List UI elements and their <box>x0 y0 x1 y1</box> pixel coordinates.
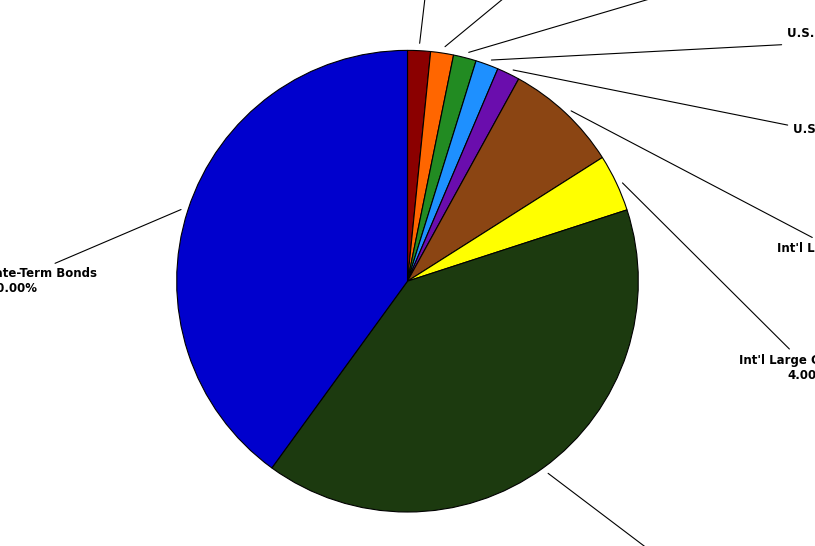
Wedge shape <box>408 50 430 281</box>
Text: Intermediate-Term Bonds
40.00%: Intermediate-Term Bonds 40.00% <box>0 210 181 295</box>
Wedge shape <box>408 51 454 281</box>
Text: U.S. Large Cap Value
1.60%: U.S. Large Cap Value 1.60% <box>445 0 724 46</box>
Wedge shape <box>408 55 476 281</box>
Text: U.S. Large Cap Blend
1.60%: U.S. Large Cap Blend 1.60% <box>369 0 509 43</box>
Wedge shape <box>177 50 408 468</box>
Wedge shape <box>408 61 498 281</box>
Text: U.S. Small Cap Value
1.60%: U.S. Small Cap Value 1.60% <box>491 27 815 60</box>
Text: Int'l Large Cap Value
4.00%: Int'l Large Cap Value 4.00% <box>623 183 815 382</box>
Wedge shape <box>408 79 602 281</box>
Wedge shape <box>272 210 638 512</box>
Text: Short-Term Bonds
40.00%: Short-Term Bonds 40.00% <box>548 473 815 546</box>
Text: U.S. Real Estate
1.60%: U.S. Real Estate 1.60% <box>513 70 815 151</box>
Text: U.S. Small Cap Blend
1.60%: U.S. Small Cap Blend 1.60% <box>469 0 815 52</box>
Wedge shape <box>408 69 518 281</box>
Text: Int'l Large Cap Blend
8.00%: Int'l Large Cap Blend 8.00% <box>571 111 815 270</box>
Wedge shape <box>408 157 627 281</box>
